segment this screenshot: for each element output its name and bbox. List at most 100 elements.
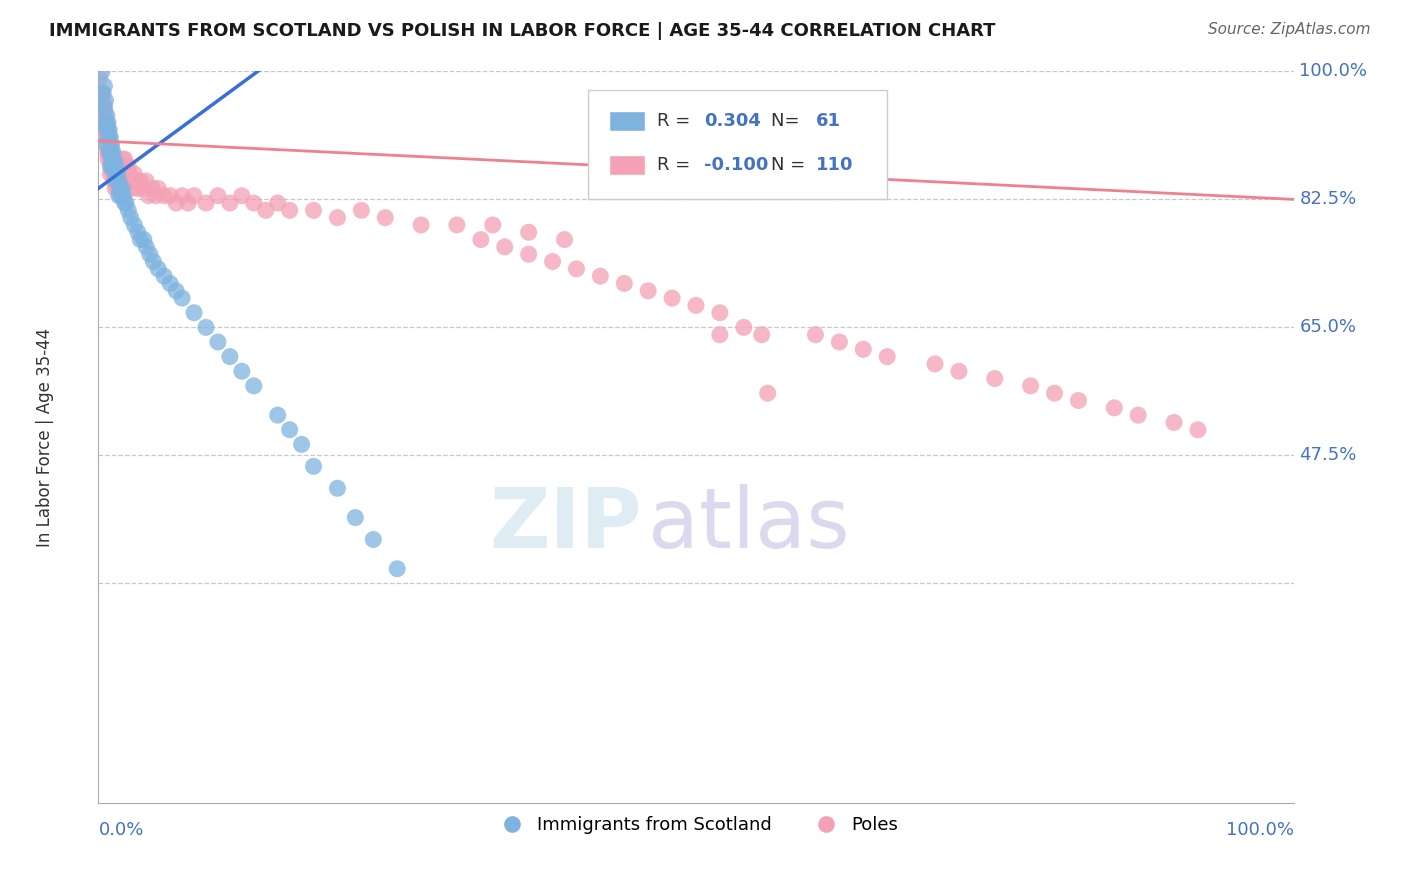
Point (111, 167, 134, 181)
Point (104, 167, 127, 181)
Point (91, 64, 114, 78)
Point (852, 343, 875, 357)
Point (90, 87, 112, 101)
Point (494, 240, 516, 254)
Point (172, 291, 194, 305)
Point (1067, 393, 1090, 408)
Point (107, 188, 129, 202)
Point (93, 115, 115, 129)
Point (254, 203, 277, 218)
Point (100, 137, 122, 152)
Point (267, 196, 290, 211)
Point (117, 203, 139, 218)
Point (350, 203, 373, 218)
Point (107, 174, 129, 188)
Text: 61: 61 (815, 112, 841, 130)
Point (219, 350, 242, 364)
Point (94, 123, 117, 137)
Point (1043, 386, 1066, 401)
Point (135, 174, 157, 188)
Point (107, 167, 129, 181)
Point (565, 261, 588, 276)
FancyBboxPatch shape (589, 90, 887, 200)
Point (278, 203, 301, 218)
Point (129, 233, 152, 247)
Point (108, 174, 131, 188)
Point (108, 160, 131, 174)
Point (100, 145, 122, 159)
Legend: Immigrants from Scotland, Poles: Immigrants from Scotland, Poles (486, 809, 905, 841)
Point (131, 181, 153, 195)
Point (94, 94, 117, 108)
Bar (609, 154, 644, 175)
Point (98, 137, 122, 152)
Point (876, 350, 898, 364)
Point (231, 364, 253, 378)
Point (93, 78, 115, 93)
Point (141, 181, 163, 195)
Point (96, 145, 118, 159)
Point (124, 218, 146, 232)
Text: 82.5%: 82.5% (1299, 190, 1357, 209)
Point (267, 408, 290, 422)
Point (326, 211, 349, 225)
Point (828, 334, 851, 349)
Point (121, 181, 143, 195)
Point (98, 152, 122, 166)
Text: R =: R = (657, 112, 696, 130)
Point (278, 423, 301, 437)
Point (103, 174, 125, 188)
Point (98, 145, 121, 159)
Text: atlas: atlas (648, 484, 849, 566)
Point (243, 379, 266, 393)
Point (138, 188, 160, 202)
Point (107, 167, 129, 181)
Point (91, 87, 114, 101)
Point (756, 386, 779, 401)
Point (344, 510, 367, 524)
Point (112, 188, 135, 202)
Point (243, 196, 266, 211)
Point (470, 233, 492, 247)
Point (94, 108, 117, 122)
Point (1187, 423, 1209, 437)
Text: 0.304: 0.304 (704, 112, 761, 130)
Point (101, 167, 124, 181)
Point (637, 284, 659, 298)
Point (219, 196, 242, 211)
Point (363, 533, 385, 547)
Point (924, 357, 946, 371)
Point (1019, 379, 1042, 393)
Point (98, 123, 121, 137)
Point (948, 364, 970, 378)
Point (89, 71, 111, 86)
Point (148, 181, 170, 195)
Point (751, 327, 773, 342)
Point (98, 130, 121, 145)
Point (98, 130, 122, 145)
Text: 47.5%: 47.5% (1299, 446, 1357, 465)
Point (804, 327, 827, 342)
Point (554, 233, 576, 247)
Point (541, 254, 564, 268)
Point (111, 181, 134, 195)
Point (108, 181, 131, 195)
Point (139, 247, 162, 261)
Point (93, 101, 115, 115)
Point (1128, 408, 1150, 422)
Point (91, 87, 114, 101)
Text: 100.0%: 100.0% (1226, 821, 1294, 839)
Point (159, 188, 181, 202)
Point (326, 481, 349, 495)
Point (984, 371, 1007, 385)
Point (125, 174, 148, 188)
Text: Source: ZipAtlas.com: Source: ZipAtlas.com (1208, 22, 1371, 37)
Text: 100.0%: 100.0% (1299, 62, 1368, 80)
Point (165, 284, 187, 298)
Point (302, 203, 325, 218)
Point (93, 130, 115, 145)
Point (685, 298, 707, 312)
Point (111, 152, 134, 166)
Point (589, 269, 612, 284)
Point (94, 115, 117, 129)
